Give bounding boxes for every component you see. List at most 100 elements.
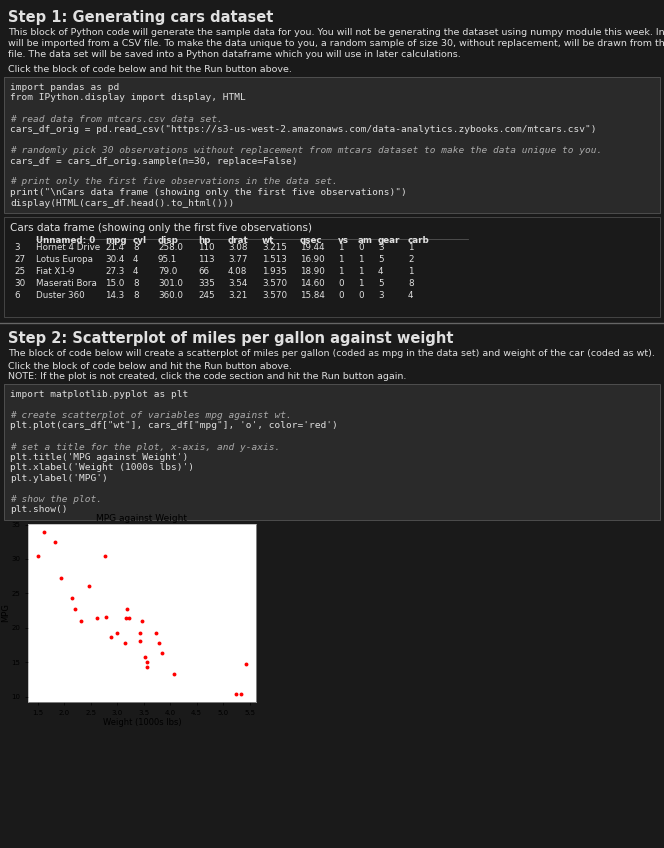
Text: 3.77: 3.77 (228, 255, 248, 264)
Text: will be imported from a CSV file. To make the data unique to you, a random sampl: will be imported from a CSV file. To mak… (8, 39, 664, 48)
Text: 3.215: 3.215 (262, 243, 287, 252)
Text: 3.570: 3.570 (262, 291, 287, 300)
Text: This block of Python code will generate the sample data for you. You will not be: This block of Python code will generate … (8, 28, 664, 37)
Text: 0: 0 (358, 291, 364, 300)
Text: Lotus Europa: Lotus Europa (36, 255, 93, 264)
Text: 25: 25 (14, 267, 25, 276)
Text: # set a title for the plot, x-axis, and y-axis.: # set a title for the plot, x-axis, and … (10, 443, 280, 451)
Text: # print only the first five observations in the data set.: # print only the first five observations… (10, 177, 338, 187)
Text: 16.90: 16.90 (300, 255, 325, 264)
Text: 4: 4 (378, 267, 384, 276)
Text: qsec: qsec (300, 236, 323, 245)
Bar (4, 384, 660, 520)
Text: 6: 6 (14, 291, 19, 300)
Text: 258.0: 258.0 (158, 243, 183, 252)
Text: 15.84: 15.84 (300, 291, 325, 300)
Text: 8: 8 (133, 279, 139, 288)
Text: 8: 8 (133, 243, 139, 252)
Text: 1: 1 (338, 267, 343, 276)
Text: drat: drat (228, 236, 249, 245)
Text: 3.570: 3.570 (262, 279, 287, 288)
Text: 3.54: 3.54 (228, 279, 248, 288)
Text: 4.08: 4.08 (228, 267, 248, 276)
Text: 301.0: 301.0 (158, 279, 183, 288)
Text: 1: 1 (358, 255, 363, 264)
Text: 1: 1 (358, 279, 363, 288)
Bar (4, 77, 660, 213)
Text: print("\nCars data frame (showing only the first five observations)"): print("\nCars data frame (showing only t… (10, 188, 407, 197)
Bar (4, 77, 660, 213)
Y-axis label: MPG: MPG (1, 604, 10, 622)
Text: 4: 4 (133, 267, 139, 276)
Text: 1: 1 (338, 255, 343, 264)
Text: Step 2: Scatterplot of miles per gallon against weight: Step 2: Scatterplot of miles per gallon … (8, 331, 454, 346)
Text: 14.3: 14.3 (105, 291, 124, 300)
Text: Fiat X1-9: Fiat X1-9 (36, 267, 74, 276)
Text: cars_df = cars_df_orig.sample(n=30, replace=False): cars_df = cars_df_orig.sample(n=30, repl… (10, 157, 297, 165)
Text: 3: 3 (378, 243, 384, 252)
Text: 5: 5 (378, 255, 384, 264)
Text: plt.plot(cars_df["wt"], cars_df["mpg"], 'o', color='red'): plt.plot(cars_df["wt"], cars_df["mpg"], … (10, 421, 338, 431)
Text: # read data from mtcars.csv data set.: # read data from mtcars.csv data set. (10, 114, 222, 124)
Text: vs: vs (338, 236, 349, 245)
Text: plt.show(): plt.show() (10, 505, 68, 515)
Text: 3.08: 3.08 (228, 243, 248, 252)
Text: 245: 245 (198, 291, 214, 300)
Text: 0: 0 (358, 243, 364, 252)
Text: 2: 2 (408, 255, 414, 264)
Text: Step 1: Generating cars dataset: Step 1: Generating cars dataset (8, 10, 274, 25)
Text: am: am (358, 236, 373, 245)
Text: import matplotlib.pyplot as plt: import matplotlib.pyplot as plt (10, 390, 189, 399)
Text: 18.90: 18.90 (300, 267, 325, 276)
Text: Duster 360: Duster 360 (36, 291, 85, 300)
Text: 19.44: 19.44 (300, 243, 325, 252)
Bar (4, 384, 660, 520)
Text: cars_df_orig = pd.read_csv("https://s3-us-west-2.amazonaws.com/data-analytics.zy: cars_df_orig = pd.read_csv("https://s3-u… (10, 125, 596, 134)
Text: 27.3: 27.3 (105, 267, 124, 276)
Text: 0: 0 (338, 279, 344, 288)
Text: The block of code below will create a scatterplot of miles per gallon (coded as : The block of code below will create a sc… (8, 349, 655, 358)
Text: disp: disp (158, 236, 179, 245)
Text: 8: 8 (408, 279, 414, 288)
Text: Unnamed: 0: Unnamed: 0 (36, 236, 95, 245)
Text: 5: 5 (378, 279, 384, 288)
Text: 4: 4 (133, 255, 139, 264)
Text: hp: hp (198, 236, 210, 245)
Text: 1: 1 (408, 267, 414, 276)
Text: 95.1: 95.1 (158, 255, 177, 264)
Text: 3: 3 (14, 243, 20, 252)
Text: 1: 1 (408, 243, 414, 252)
Text: Cars data frame (showing only the first five observations): Cars data frame (showing only the first … (10, 223, 312, 233)
Text: 360.0: 360.0 (158, 291, 183, 300)
Text: wt: wt (262, 236, 274, 245)
Text: gear: gear (378, 236, 400, 245)
Text: 15.0: 15.0 (105, 279, 124, 288)
Bar (4, 217, 660, 317)
Text: plt.ylabel('MPG'): plt.ylabel('MPG') (10, 474, 108, 483)
Text: Maserati Bora: Maserati Bora (36, 279, 97, 288)
Text: 27: 27 (14, 255, 25, 264)
Text: 8: 8 (133, 291, 139, 300)
Text: 1.513: 1.513 (262, 255, 287, 264)
Text: display(HTML(cars_df.head().to_html())): display(HTML(cars_df.head().to_html())) (10, 198, 234, 208)
Text: 110: 110 (198, 243, 214, 252)
Text: carb: carb (408, 236, 430, 245)
Text: 335: 335 (198, 279, 215, 288)
Text: 3.21: 3.21 (228, 291, 247, 300)
Title: MPG against Weight: MPG against Weight (96, 514, 187, 523)
Text: 30: 30 (14, 279, 25, 288)
Text: cyl: cyl (133, 236, 147, 245)
Bar (4, 217, 660, 317)
Text: 3: 3 (378, 291, 384, 300)
Text: 4: 4 (408, 291, 414, 300)
Text: 66: 66 (198, 267, 209, 276)
Text: 1: 1 (338, 243, 343, 252)
Text: # randomly pick 30 observations without replacement from mtcars dataset to make : # randomly pick 30 observations without … (10, 146, 602, 155)
Text: mpg: mpg (105, 236, 127, 245)
Text: # show the plot.: # show the plot. (10, 495, 102, 504)
X-axis label: Weight (1000s lbs): Weight (1000s lbs) (103, 718, 181, 728)
Text: file. The data set will be saved into a Python dataframe which you will use in l: file. The data set will be saved into a … (8, 50, 461, 59)
Text: 1: 1 (358, 267, 363, 276)
Text: 0: 0 (338, 291, 344, 300)
Text: Hornet 4 Drive: Hornet 4 Drive (36, 243, 100, 252)
